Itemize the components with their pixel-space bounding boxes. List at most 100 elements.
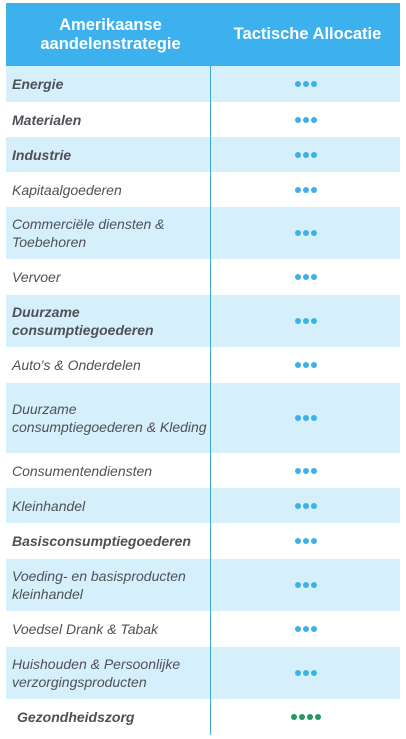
allocation-dots-icon	[294, 670, 317, 676]
dot-icon	[298, 714, 305, 720]
allocation-cell	[211, 611, 400, 647]
allocation-cell	[211, 523, 400, 559]
allocation-dots-icon	[294, 467, 317, 474]
sector-label: Kapitaalgoederen	[6, 172, 211, 207]
dot-icon	[294, 186, 301, 193]
allocation-dots-icon	[294, 116, 317, 123]
dot-icon	[294, 467, 301, 474]
dot-icon	[310, 670, 317, 676]
allocation-cell	[211, 102, 400, 137]
allocation-dots-icon	[294, 274, 317, 280]
dot-icon	[310, 186, 317, 193]
dot-icon	[310, 274, 317, 280]
allocation-cell	[211, 207, 400, 259]
table-row: Duurzame consumptiegoederen	[6, 295, 400, 347]
dot-icon	[310, 415, 317, 421]
table-row: Energie	[6, 66, 400, 102]
table-row: Duurzame consumptiegoederen & Kleding	[6, 383, 400, 453]
sector-label: Materialen	[6, 102, 211, 137]
dot-icon	[294, 116, 301, 123]
allocation-dots-icon	[294, 186, 317, 193]
allocation-cell	[211, 259, 400, 295]
sector-label: Vervoer	[6, 259, 211, 295]
dot-icon	[294, 670, 301, 676]
table-row: Kleinhandel	[6, 488, 400, 523]
dot-icon	[302, 538, 309, 544]
allocation-cell	[211, 647, 400, 699]
allocation-dots-icon	[294, 582, 317, 588]
table-row: Gezondheidszorg	[6, 699, 400, 735]
dot-icon	[294, 274, 301, 280]
sector-label: Kleinhandel	[6, 488, 211, 523]
dot-icon	[302, 81, 309, 87]
dot-icon	[310, 582, 317, 588]
dot-icon	[294, 538, 301, 544]
sector-label: Commerciële diensten & Toebehoren	[6, 207, 211, 259]
sector-label: Voeding- en basisproducten kleinhandel	[6, 559, 211, 611]
dot-icon	[302, 151, 309, 158]
dot-icon	[302, 415, 309, 421]
table-row: Auto's & Onderdelen	[6, 347, 400, 383]
dot-icon	[310, 626, 317, 632]
dot-icon	[310, 230, 317, 236]
dot-icon	[302, 502, 309, 509]
dot-icon	[302, 186, 309, 193]
allocation-dots-icon	[294, 502, 317, 509]
dot-icon	[314, 714, 321, 720]
table-header: Amerikaanse aandelenstrategie Tactische …	[6, 3, 400, 66]
header-tactical-allocation: Tactische Allocatie	[233, 25, 382, 43]
table-row: Materialen	[6, 102, 400, 137]
allocation-table: Amerikaanse aandelenstrategie Tactische …	[6, 3, 400, 735]
dot-icon	[310, 467, 317, 474]
allocation-cell	[211, 295, 400, 347]
allocation-dots-icon	[294, 318, 317, 324]
dot-icon	[302, 318, 309, 324]
allocation-dots-icon	[294, 230, 317, 236]
allocation-cell	[211, 559, 400, 611]
table-row: Vervoer	[6, 259, 400, 295]
allocation-cell	[211, 347, 400, 383]
dot-icon	[294, 502, 301, 509]
allocation-cell	[211, 699, 400, 735]
dot-icon	[302, 582, 309, 588]
allocation-dots-icon	[294, 81, 317, 87]
dot-icon	[302, 274, 309, 280]
allocation-dots-icon	[294, 151, 317, 158]
table-row: Consumentendiensten	[6, 453, 400, 488]
allocation-cell	[211, 137, 400, 172]
dot-icon	[294, 230, 301, 236]
dot-icon	[310, 116, 317, 123]
dot-icon	[310, 151, 317, 158]
dot-icon	[310, 318, 317, 324]
dot-icon	[290, 714, 297, 720]
dot-icon	[294, 415, 301, 421]
sector-label: Huishouden & Persoonlijke verzorgingspro…	[6, 647, 211, 699]
dot-icon	[294, 81, 301, 87]
dot-icon	[302, 467, 309, 474]
allocation-dots-icon	[294, 538, 317, 544]
dot-icon	[310, 538, 317, 544]
dot-icon	[294, 362, 301, 368]
header-strategy: Amerikaanse aandelenstrategie	[40, 15, 181, 53]
table-row: Industrie	[6, 137, 400, 172]
allocation-dots-icon	[294, 362, 317, 368]
sector-label: Auto's & Onderdelen	[6, 347, 211, 383]
dot-icon	[294, 318, 301, 324]
sector-label: Industrie	[6, 137, 211, 172]
table-row: Voedsel Drank & Tabak	[6, 611, 400, 647]
sector-label: Energie	[6, 66, 211, 102]
table-row: Kapitaalgoederen	[6, 172, 400, 207]
table-row: Commerciële diensten & Toebehoren	[6, 207, 400, 259]
allocation-cell	[211, 488, 400, 523]
table-row: Basisconsumptiegoederen	[6, 523, 400, 559]
dot-icon	[310, 362, 317, 368]
sector-label: Basisconsumptiegoederen	[6, 523, 211, 559]
table-row: Huishouden & Persoonlijke verzorgingspro…	[6, 647, 400, 699]
sector-label: Duurzame consumptiegoederen & Kleding	[6, 383, 211, 453]
dot-icon	[294, 582, 301, 588]
sector-label: Duurzame consumptiegoederen	[6, 295, 211, 347]
allocation-dots-icon	[294, 626, 317, 632]
dot-icon	[294, 626, 301, 632]
sector-label: Gezondheidszorg	[6, 699, 211, 735]
allocation-cell	[211, 66, 400, 102]
